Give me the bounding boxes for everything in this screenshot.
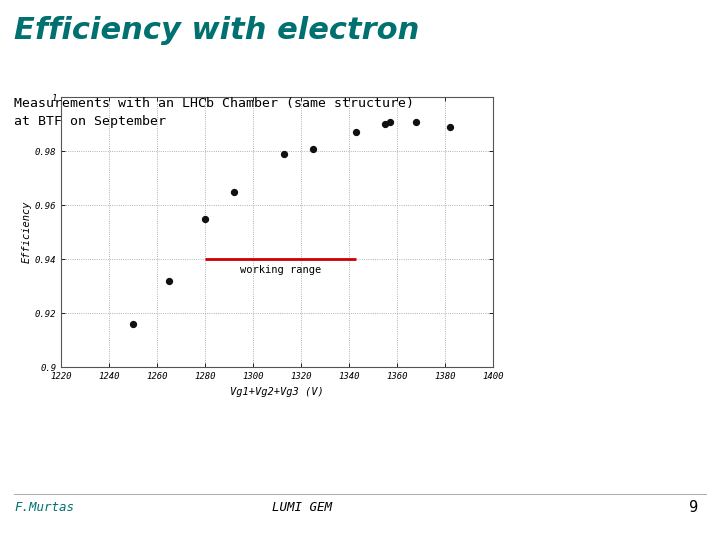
X-axis label: Vg1+Vg2+Vg3 (V): Vg1+Vg2+Vg3 (V) — [230, 387, 324, 396]
Point — [384, 117, 396, 126]
Point — [351, 128, 362, 137]
Point — [199, 214, 211, 223]
Text: working range: working range — [240, 265, 321, 275]
Point — [127, 320, 139, 328]
Text: Efficiency with electron: Efficiency with electron — [14, 16, 420, 45]
Text: F.Murtas: F.Murtas — [14, 501, 74, 514]
Point — [279, 150, 290, 158]
Point — [410, 117, 422, 126]
Text: 9: 9 — [689, 500, 698, 515]
Point — [228, 187, 240, 196]
Point — [444, 123, 456, 131]
Y-axis label: Efficiency: Efficiency — [22, 201, 32, 264]
Point — [379, 120, 391, 129]
Text: Measurements with an LHCb Chamber (same structure)
at BTF on September: Measurements with an LHCb Chamber (same … — [14, 97, 415, 128]
Point — [307, 144, 319, 153]
Text: LUMI GEM: LUMI GEM — [272, 501, 333, 514]
Point — [163, 276, 175, 285]
